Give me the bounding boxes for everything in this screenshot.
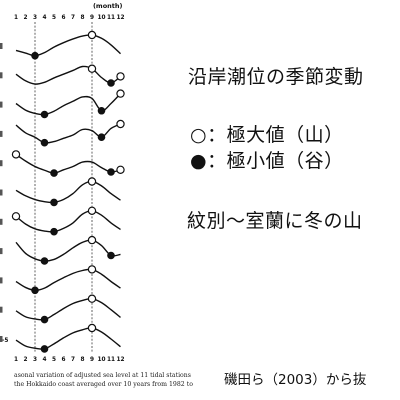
x-tick-label-bottom: 5 [52,357,56,363]
station-label-fragment [0,277,3,284]
source-citation: 磯田ら（2003）から抜 [224,372,367,388]
station-label-fragment [0,43,3,49]
x-tick-label-bottom: 8 [80,357,84,363]
min-point-filled-circle [107,168,115,176]
x-tick-label-bottom: 9 [90,357,94,363]
max-point-open-circle [116,72,125,81]
station-label-fragment [0,306,3,313]
series-line-11 [15,327,121,350]
max-point-open-circle [11,212,21,221]
min-point-filled-circle [40,110,49,119]
max-point-open-circle [87,265,97,274]
series-line-6 [15,180,121,204]
min-point-filled-circle [50,198,58,207]
x-tick-label-top: 10 [97,15,105,21]
min-point-filled-circle [50,169,58,177]
series-line-7 [15,210,121,233]
station-label-fragment [0,160,3,167]
min-point-filled-circle [107,79,115,87]
figure-caption-line-1: asonal variation of adjusted sea level a… [14,372,191,379]
x-tick-label-top: 4 [42,15,46,21]
series-line-9 [15,268,121,292]
station-label-fragment [0,218,3,225]
max-point-open-circle [87,235,97,245]
station-label-fragment [0,189,3,196]
station-label-fragment [0,130,3,137]
max-point-open-circle [116,89,125,98]
x-tick-label-top: 7 [71,15,75,21]
max-point-open-circle [116,165,125,174]
max-point-open-circle [87,294,97,303]
x-axis-label: (month) [93,2,123,10]
x-tick-label-top: 11 [107,15,115,21]
min-point-filled-circle [107,251,115,260]
max-point-open-circle [87,177,97,186]
x-tick-label-top: 8 [80,15,84,21]
x-tick-label-top: 1 [14,15,18,21]
min-point-filled-circle [40,257,49,265]
max-point-open-circle [87,30,97,40]
x-tick-label-bottom: 12 [116,357,124,363]
max-point-open-circle [87,323,97,333]
x-tick-label-top: 3 [33,15,37,21]
min-point-filled-circle [50,227,58,236]
series-line-2 [15,65,121,85]
x-tick-label-bottom: 11 [107,357,115,363]
legend-filled-circle-minimum: ●：極小値（谷） [190,150,344,172]
x-tick-label-bottom: 10 [97,357,105,363]
slide-title: 沿岸潮位の季節変動 [188,66,364,88]
x-tick-label-top: 12 [116,15,124,21]
x-tick-label-bottom: 6 [61,357,65,363]
station-label-fragment [0,101,3,108]
x-tick-label-top: 6 [61,15,65,21]
x-tick-label-top: 2 [23,15,27,21]
x-tick-label-bottom: 2 [23,357,27,363]
x-tick-label-top: 9 [90,15,94,21]
series-line-8 [15,239,121,262]
max-point-open-circle [116,119,125,129]
min-point-filled-circle [40,138,49,147]
max-point-open-circle [11,150,21,159]
x-tick-label-bottom: 4 [42,357,46,363]
series-line-5 [15,153,121,174]
station-label-fragment [0,336,3,342]
station-label-fragment [0,72,3,79]
max-point-open-circle [87,64,97,73]
station-label-fragment [0,248,3,255]
series-line-1 [15,34,121,57]
x-tick-label-bottom: 1 [14,357,18,363]
min-point-filled-circle [97,133,106,142]
min-point-filled-circle [31,51,39,60]
max-point-open-circle [87,206,97,215]
series-line-4 [15,123,121,144]
y-axis-label: -5 [2,338,8,344]
slide-note: 紋別〜室蘭に冬の山 [187,210,363,232]
min-point-filled-circle [40,315,49,324]
x-tick-label-top: 5 [52,15,56,21]
min-point-filled-circle [97,106,106,115]
seasonal-variation-chart: (month)1 2 3 4 5 6 7 8 9 10 11 121 2 3 4 5 6 7 8 9 10 11 12-5 [0,2,125,363]
series-line-10 [15,297,121,321]
x-tick-label-bottom: 7 [71,357,75,363]
legend-open-circle-maximum: ○：極大値（山） [190,124,344,146]
min-point-filled-circle [40,345,49,353]
figure-caption-line-2: the Hokkaido coast averaged over 10 year… [14,381,193,388]
min-point-filled-circle [31,286,39,295]
x-tick-label-bottom: 3 [33,357,37,363]
